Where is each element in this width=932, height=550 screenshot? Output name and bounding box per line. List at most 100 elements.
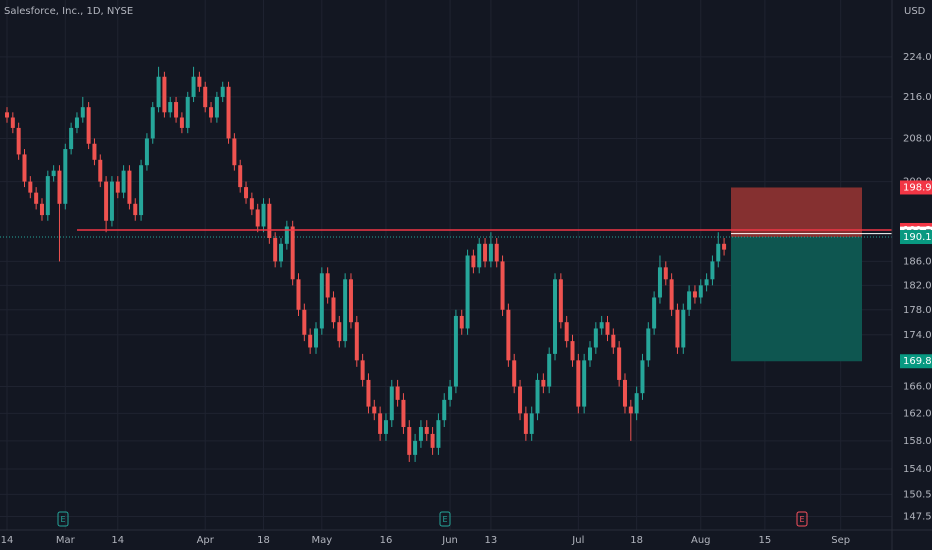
candle-body xyxy=(109,181,114,221)
candle-body xyxy=(372,406,377,414)
candle-body xyxy=(244,187,249,199)
candle-body xyxy=(10,117,15,128)
candle-body xyxy=(279,243,284,262)
price-label-bg xyxy=(900,230,932,245)
candle-body xyxy=(139,165,144,216)
candle-body xyxy=(558,279,563,323)
candle-body xyxy=(360,360,365,380)
price-label: 190.17 xyxy=(903,232,932,243)
earnings-marker xyxy=(439,511,451,527)
candle-body xyxy=(500,261,505,310)
candle-body xyxy=(459,315,464,329)
candle-body xyxy=(337,322,342,342)
x-tick-label: 15 xyxy=(759,535,772,546)
candle-body xyxy=(652,297,657,329)
x-tick-label: 18 xyxy=(257,535,270,546)
candle-body xyxy=(523,413,528,434)
candle-body xyxy=(704,279,709,286)
earnings-marker xyxy=(796,511,808,527)
candle-body xyxy=(588,347,592,361)
candle-body xyxy=(313,328,318,348)
candle-body xyxy=(465,255,470,329)
candle-body xyxy=(34,192,39,204)
candle-body xyxy=(553,279,558,354)
y-tick-label: 147.50 xyxy=(903,511,932,522)
candle-body xyxy=(220,86,225,97)
candle-body xyxy=(156,76,161,108)
candle-body xyxy=(104,181,109,221)
candle-body xyxy=(663,267,668,280)
candle-body xyxy=(86,107,91,144)
candle-body xyxy=(564,322,569,342)
candle-body xyxy=(582,360,587,407)
candle-body xyxy=(150,107,155,139)
candle-body xyxy=(144,138,149,166)
candle-body xyxy=(238,165,243,188)
price-label: 169.86 xyxy=(903,356,932,367)
candle-body xyxy=(354,322,359,361)
candle-body xyxy=(209,107,214,118)
stop-zone xyxy=(731,187,862,238)
x-tick-label: May xyxy=(311,535,332,546)
candle-body xyxy=(424,427,429,434)
earnings-marker xyxy=(57,511,69,527)
candle-body xyxy=(273,238,278,262)
y-tick-label: 162.00 xyxy=(903,408,932,419)
candle-body xyxy=(407,427,412,455)
candle-body xyxy=(430,433,435,448)
x-tick-label: Aug xyxy=(691,535,711,546)
candle-body xyxy=(541,379,546,387)
candle-body xyxy=(401,399,406,428)
candle-body xyxy=(512,360,517,387)
candle-body xyxy=(203,86,208,108)
candle-body xyxy=(302,309,307,335)
candle-body xyxy=(657,267,662,298)
candle-body xyxy=(214,96,219,118)
candle-body xyxy=(518,386,523,414)
candle-body xyxy=(290,226,295,280)
candle-body xyxy=(483,243,488,262)
candle-body xyxy=(22,154,27,182)
candle-body xyxy=(442,399,447,421)
x-tick-label: 14 xyxy=(1,535,14,546)
candle-body xyxy=(692,291,697,298)
x-tick-label: 16 xyxy=(380,535,393,546)
candle-body xyxy=(127,170,132,204)
candle-body xyxy=(722,243,727,250)
candle-body xyxy=(605,322,610,335)
candle-body xyxy=(687,291,692,310)
candle-body xyxy=(669,279,674,310)
candle-body xyxy=(716,243,721,262)
y-tick-label: 182.00 xyxy=(903,280,932,291)
candle-body xyxy=(535,379,540,414)
candle-body xyxy=(308,334,313,348)
y-tick-label: 166.00 xyxy=(903,382,932,393)
candle-body xyxy=(232,138,237,166)
candle-body xyxy=(383,420,388,434)
candle-body xyxy=(593,328,598,348)
price-label: 198.93 xyxy=(903,182,932,193)
x-tick-label: Sep xyxy=(831,535,850,546)
candle-body xyxy=(395,386,400,400)
candle-body xyxy=(378,413,383,434)
x-tick-label: Jun xyxy=(441,535,458,546)
candle-body xyxy=(121,170,126,193)
candle-body xyxy=(191,76,196,97)
candle-body xyxy=(622,379,627,407)
x-tick-label: 18 xyxy=(630,535,643,546)
candle-body xyxy=(249,198,254,210)
candle-body xyxy=(599,322,604,329)
x-tick-label: Mar xyxy=(56,535,76,546)
candle-body xyxy=(698,285,703,298)
candle-body xyxy=(348,279,353,323)
candle-body xyxy=(471,255,476,268)
target-zone xyxy=(731,237,862,362)
x-tick-label: 14 xyxy=(111,535,124,546)
candle-body xyxy=(453,315,458,387)
candle-body xyxy=(628,406,633,414)
candle-body xyxy=(45,176,50,216)
candle-body xyxy=(488,243,493,262)
candle-body xyxy=(69,127,74,150)
x-tick-label: 13 xyxy=(485,535,498,546)
